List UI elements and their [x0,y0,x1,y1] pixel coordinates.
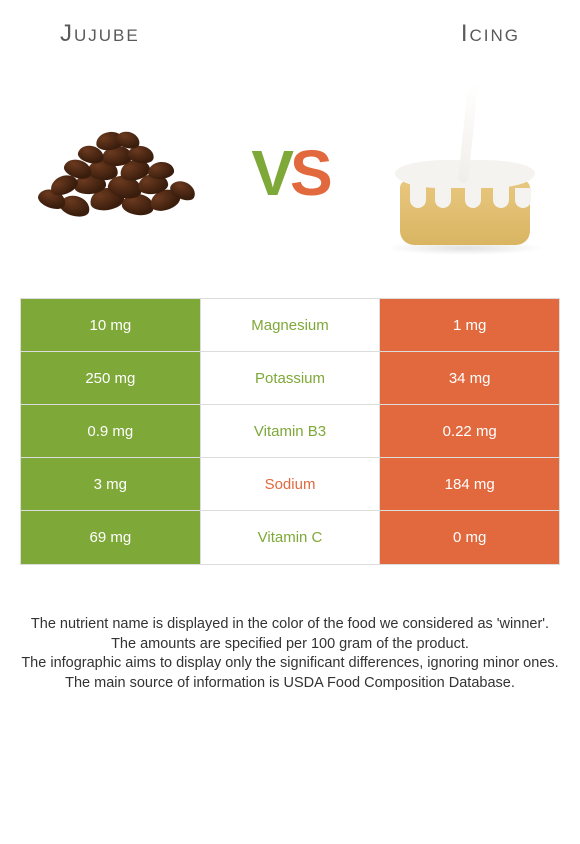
right-value: 34 mg [380,352,559,404]
nutrient-name: Potassium [201,352,381,404]
table-row: 3 mgSodium184 mg [21,458,559,511]
nutrient-table: 10 mgMagnesium1 mg250 mgPotassium34 mg0.… [20,298,560,565]
footer-line: The nutrient name is displayed in the co… [20,615,560,635]
nutrient-name: Magnesium [201,299,381,351]
left-food-title: Jujube [60,20,140,48]
table-row: 10 mgMagnesium1 mg [21,299,559,352]
right-value: 0.22 mg [380,405,559,457]
vs-s: S [290,136,329,210]
left-value: 69 mg [21,511,201,564]
left-value: 250 mg [21,352,201,404]
vs-v: V [251,136,290,210]
left-value: 0.9 mg [21,405,201,457]
left-value: 10 mg [21,299,201,351]
vs-label: VS [251,136,328,210]
comparison-images: VS [0,58,580,298]
footer-line: The infographic aims to display only the… [20,654,560,674]
table-row: 250 mgPotassium34 mg [21,352,559,405]
right-value: 1 mg [380,299,559,351]
nutrient-name: Vitamin B3 [201,405,381,457]
footer-notes: The nutrient name is displayed in the co… [0,565,580,693]
nutrient-name: Sodium [201,458,381,510]
table-row: 0.9 mgVitamin B30.22 mg [21,405,559,458]
nutrient-name: Vitamin C [201,511,381,564]
footer-line: The amounts are specified per 100 gram o… [20,635,560,655]
right-food-title: Icing [461,20,520,48]
table-row: 69 mgVitamin C0 mg [21,511,559,564]
icing-image [370,78,560,268]
right-value: 0 mg [380,511,559,564]
right-value: 184 mg [380,458,559,510]
left-value: 3 mg [21,458,201,510]
jujube-image [20,78,210,268]
footer-line: The main source of information is USDA F… [20,674,560,694]
